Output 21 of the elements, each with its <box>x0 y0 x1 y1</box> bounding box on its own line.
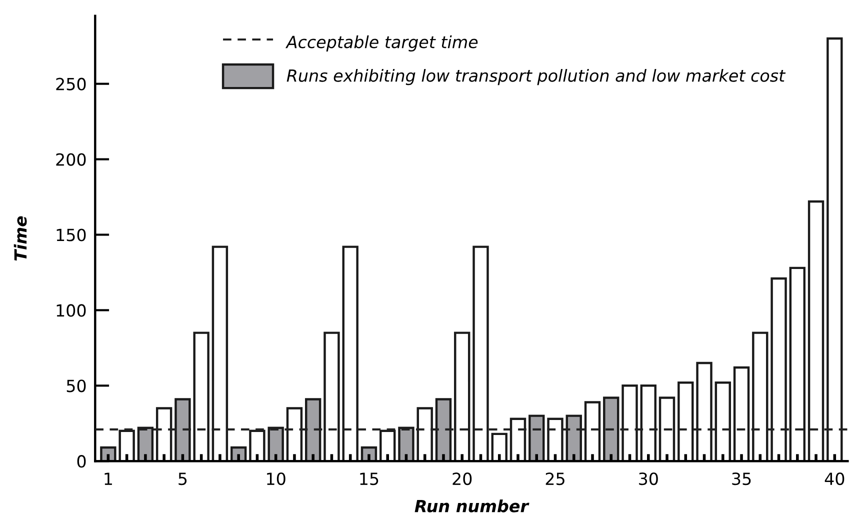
x-tick-label: 10 <box>267 472 286 486</box>
y-tick-label: 100 <box>56 304 86 317</box>
bar <box>491 432 508 462</box>
y-axis-title: Time <box>14 216 27 261</box>
x-tick-label: 35 <box>732 472 751 486</box>
x-axis-title: Run number <box>414 499 530 512</box>
y-tick-label: 200 <box>56 153 86 166</box>
x-tick-label: 1 <box>104 472 112 485</box>
y-tick-label: 0 <box>77 455 86 468</box>
x-tick-label: 15 <box>360 472 378 486</box>
y-tick-label: 50 <box>66 380 86 392</box>
y-tick-label: 150 <box>56 228 86 242</box>
x-tick-label: 5 <box>178 472 187 486</box>
y-tick-label: 250 <box>56 78 86 90</box>
x-tick-label: 25 <box>546 472 564 486</box>
x-tick-label: 30 <box>639 472 658 486</box>
legend-label: Acceptable target time <box>285 35 478 52</box>
bar <box>100 446 116 462</box>
x-tick-label: 20 <box>452 472 472 486</box>
legend-label: Runs exhibiting low transport pollution and low market cost <box>286 68 786 86</box>
x-tick-label: 40 <box>824 472 844 486</box>
